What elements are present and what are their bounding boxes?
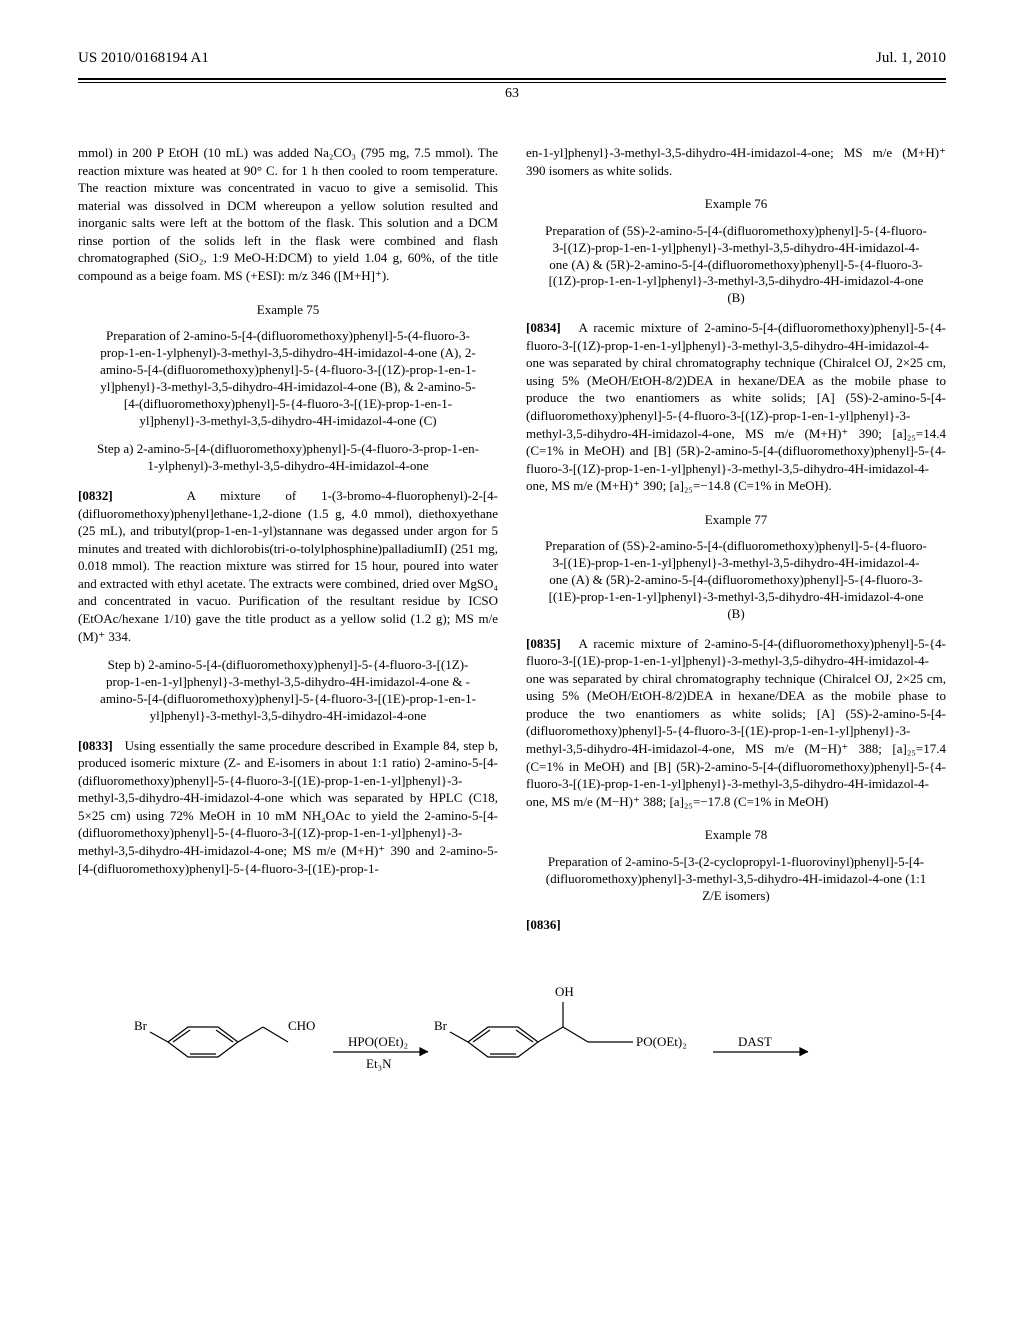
scheme-svg: Br CHO HPO(OEt)₂ Et₃N Br OH PO(OEt)₂ DAS… xyxy=(78,972,946,1112)
para-num-0834: [0834] xyxy=(526,320,561,335)
header-rule-1 xyxy=(78,78,946,80)
para-0834: [0834] A racemic mixture of 2-amino-5-[4… xyxy=(526,319,946,494)
para-num-0833: [0833] xyxy=(78,738,113,753)
prep-75-title: Preparation of 2-amino-5-[4-(difluoromet… xyxy=(96,328,480,429)
pub-date: Jul. 1, 2010 xyxy=(876,48,946,68)
label-br2: Br xyxy=(434,1018,448,1033)
para-0832-body: A mixture of 1-(3-bromo-4-fluorophenyl)-… xyxy=(78,488,498,643)
label-oh: OH xyxy=(555,984,574,999)
label-cho: CHO xyxy=(288,1018,315,1033)
label-reagent1b: Et₃N xyxy=(366,1056,392,1071)
continuation-para: mmol) in 200 P EtOH (10 mL) was added Na… xyxy=(78,144,498,284)
header-rule-2 xyxy=(78,82,946,83)
reaction-scheme: Br CHO HPO(OEt)₂ Et₃N Br OH PO(OEt)₂ DAS… xyxy=(78,972,946,1117)
para-0835: [0835] A racemic mixture of 2-amino-5-[4… xyxy=(526,635,946,810)
right-column: en-1-yl]phenyl}-3-methyl-3,5-dihydro-4H-… xyxy=(526,144,946,942)
label-reagent2: DAST xyxy=(738,1034,772,1049)
para-num-0835: [0835] xyxy=(526,636,561,651)
example-77-header: Example 77 xyxy=(526,511,946,529)
para-0833-body: Using essentially the same procedure des… xyxy=(78,738,498,876)
pub-number: US 2010/0168194 A1 xyxy=(78,48,209,68)
para-0836: [0836] xyxy=(526,916,946,934)
page-number: 63 xyxy=(78,85,946,104)
example-78-header: Example 78 xyxy=(526,826,946,844)
step-b-title: Step b) 2-amino-5-[4-(difluoromethoxy)ph… xyxy=(96,657,480,725)
para-0832: [0832] A mixture of 1-(3-bromo-4-fluorop… xyxy=(78,487,498,645)
para-0835-body: A racemic mixture of 2-amino-5-[4-(diflu… xyxy=(526,636,946,809)
continuation-para-r: en-1-yl]phenyl}-3-methyl-3,5-dihydro-4H-… xyxy=(526,144,946,179)
para-num-0832: [0832] xyxy=(78,488,113,503)
example-75-header: Example 75 xyxy=(78,301,498,319)
label-reagent1a: HPO(OEt)₂ xyxy=(348,1034,408,1049)
label-po: PO(OEt)₂ xyxy=(636,1034,687,1049)
prep-76-title: Preparation of (5S)-2-amino-5-[4-(difluo… xyxy=(544,223,928,307)
prep-77-title: Preparation of (5S)-2-amino-5-[4-(difluo… xyxy=(544,538,928,622)
para-num-0836: [0836] xyxy=(526,917,561,932)
para-0834-body: A racemic mixture of 2-amino-5-[4-(diflu… xyxy=(526,320,946,493)
left-column: mmol) in 200 P EtOH (10 mL) was added Na… xyxy=(78,144,498,942)
para-0833: [0833] Using essentially the same proced… xyxy=(78,737,498,877)
example-76-header: Example 76 xyxy=(526,195,946,213)
label-br1: Br xyxy=(134,1018,148,1033)
step-a-title: Step a) 2-amino-5-[4-(difluoromethoxy)ph… xyxy=(96,441,480,475)
prep-78-title: Preparation of 2-amino-5-[3-(2-cycloprop… xyxy=(544,854,928,905)
